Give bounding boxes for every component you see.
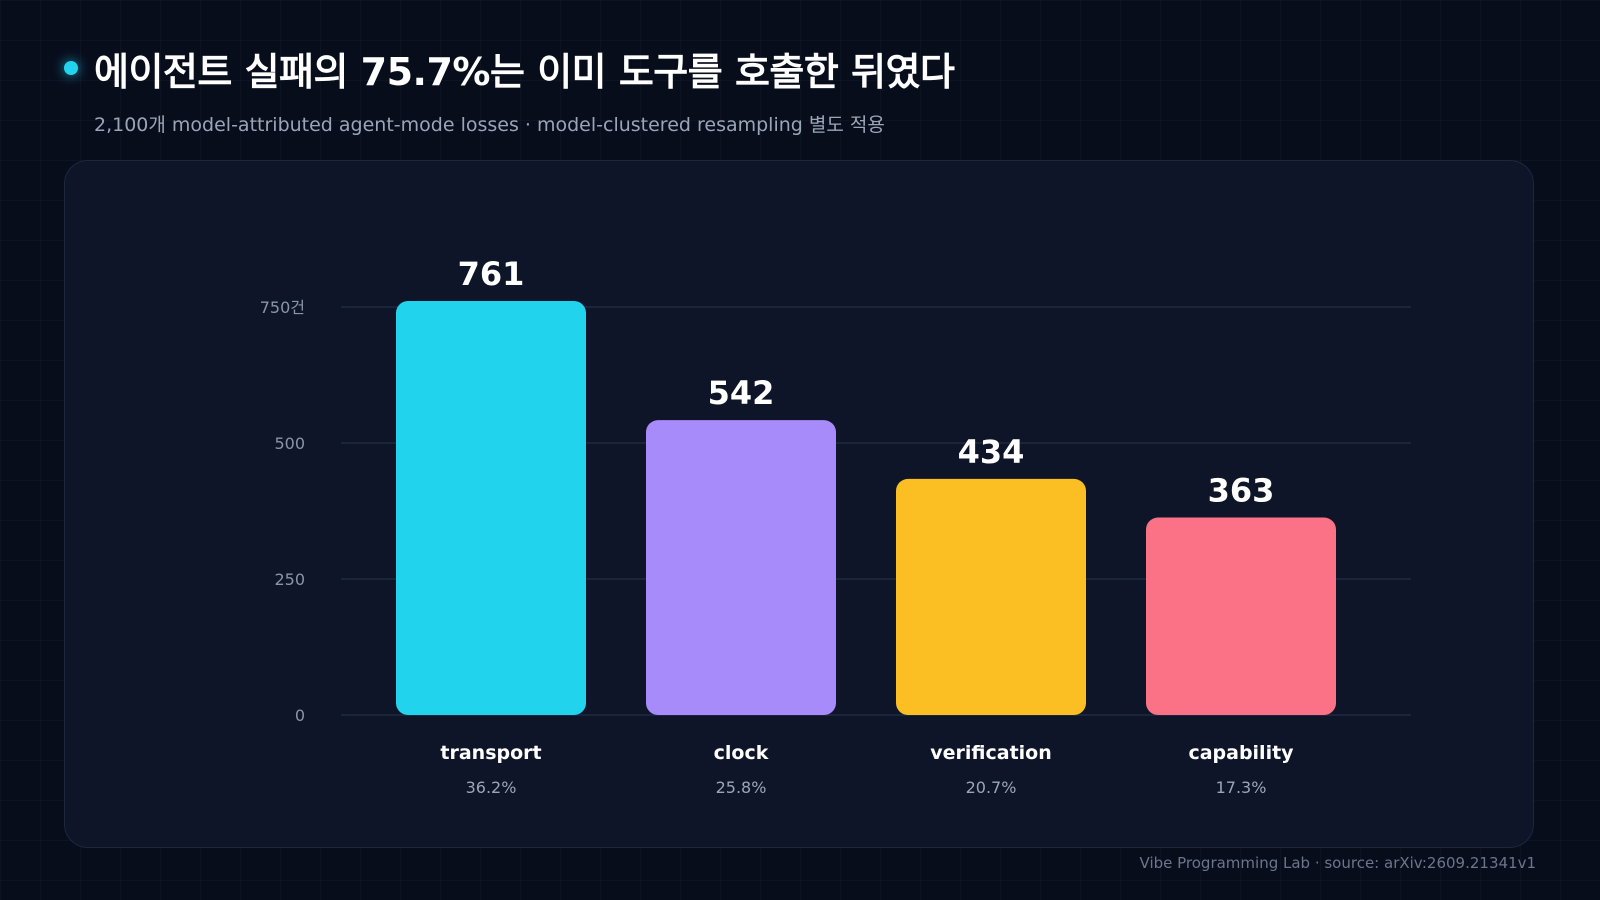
bar-clock (646, 420, 836, 715)
bar-value-label: 542 (708, 374, 775, 412)
bar-transport (396, 301, 586, 715)
bar-value-label: 363 (1208, 472, 1275, 510)
bar-capability (1146, 517, 1336, 715)
percent-label: 36.2% (466, 778, 517, 797)
percent-label: 17.3% (1216, 778, 1267, 797)
y-tick-label: 250 (274, 570, 305, 589)
page-title: 에이전트 실패의 75.7%는 이미 도구를 호출한 뒤였다 (94, 49, 955, 94)
percent-label: 20.7% (966, 778, 1017, 797)
bar-value-label: 761 (458, 255, 525, 293)
bar-chart: 0 250 500 750건 761 transport 36.2% 542 clock 25.8… (260, 255, 1411, 797)
title-row: 에이전트 실패의 75.7%는 이미 도구를 호출한 뒤였다 (62, 40, 1542, 96)
bar-value-label: 434 (958, 433, 1025, 471)
category-label: clock (714, 742, 769, 764)
category-label: verification (930, 742, 1052, 764)
source-credit: Vibe Programming Lab · source: arXiv:260… (1139, 854, 1536, 872)
header: 에이전트 실패의 75.7%는 이미 도구를 호출한 뒤였다 2,100개 mo… (62, 40, 1542, 137)
y-tick-label: 500 (274, 434, 305, 453)
category-label: transport (440, 742, 541, 764)
y-tick-label: 750건 (260, 298, 305, 317)
accent-dot-icon (64, 61, 78, 75)
category-label: capability (1188, 742, 1294, 764)
chart-card: 0 250 500 750건 761 transport 36.2% 542 clock 25.8… (64, 160, 1534, 848)
y-tick-label: 0 (295, 706, 305, 725)
page-subtitle: 2,100개 model-attributed agent-mode losse… (94, 114, 885, 136)
bar-verification (896, 478, 1086, 715)
percent-label: 25.8% (716, 778, 767, 797)
